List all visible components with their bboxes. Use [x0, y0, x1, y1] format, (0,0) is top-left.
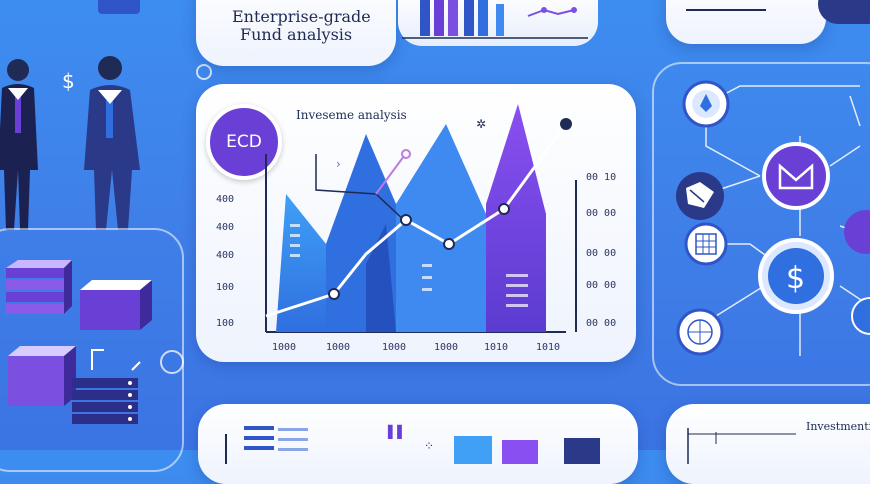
business-people-illustration: $ — [0, 40, 170, 240]
chart-pink-line — [375, 155, 405, 195]
trend-point — [400, 214, 412, 226]
x-tick: 1000 — [272, 342, 297, 353]
mini-bar — [448, 0, 458, 36]
chart-peak-4 — [486, 104, 546, 332]
right-tick: 00 00 — [586, 248, 617, 259]
chart-peak-3 — [396, 124, 486, 332]
heading-line-1: Enterprise-grade — [232, 7, 371, 26]
top-left-block — [98, 0, 140, 14]
trend-point — [560, 118, 572, 130]
left-tick: 100 — [216, 318, 235, 329]
right-tick: 00 10 — [586, 172, 617, 183]
map-pin-node — [682, 80, 730, 128]
chart-title: Inveseme analysis — [296, 108, 407, 122]
right-axis-ticks: 00 10 00 00 00 00 00 00 00 00 — [586, 172, 630, 332]
data-blocks-illustration — [0, 250, 170, 450]
investment-card: Investmenti — [666, 404, 870, 484]
x-tick: 1010 — [536, 342, 561, 353]
mini-bar — [420, 0, 430, 36]
chart-stripes — [290, 224, 528, 307]
chart-peak-5 — [366, 224, 396, 332]
globe-node — [676, 308, 724, 356]
ecd-badge: ECD — [206, 104, 282, 180]
mini-trend-line — [527, 8, 575, 17]
businessman-left-figure — [0, 59, 38, 230]
x-axis-ticks: 1000 1000 1000 1000 1010 1010 — [272, 342, 572, 356]
trend-point — [498, 203, 510, 215]
fund-analysis-heading: Enterprise-grade Fund analysis — [232, 8, 371, 44]
mini-bar — [464, 0, 474, 36]
top-right-card — [666, 0, 826, 44]
trend-point — [328, 288, 340, 300]
chart-dark-line — [315, 154, 407, 223]
fund-analysis-card: Enterprise-grade Fund analysis — [196, 0, 396, 66]
stacked-layers-icon — [6, 260, 72, 314]
svg-text:⁘: ⁘ — [424, 439, 434, 453]
grid-node — [684, 222, 728, 266]
right-edge-node — [844, 210, 870, 254]
left-tick: 400 — [216, 222, 235, 233]
investment-card-label: Investmenti — [806, 420, 870, 433]
left-tick: 100 — [216, 282, 235, 293]
dollar-node: $ — [758, 238, 834, 314]
x-tick: 1000 — [434, 342, 459, 353]
investment-analysis-card: ECD Inveseme analysis 400 400 400 100 10… — [196, 84, 636, 362]
left-axis-ticks: 400 400 400 100 100 — [216, 194, 240, 334]
bottom-center-graphics: ▌▌ ⁘ — [225, 424, 600, 464]
trend-point — [443, 238, 455, 250]
sun-icon: ✲ — [476, 117, 486, 131]
chart-peak-1 — [276, 194, 326, 332]
mini-bar-chart-card — [398, 0, 598, 46]
left-tick: 400 — [216, 194, 235, 205]
mini-bar — [434, 0, 444, 36]
bottom-center-card: ▌▌ ⁘ — [198, 404, 638, 484]
businessman-right-figure — [84, 56, 140, 230]
right-tick: 00 00 — [586, 318, 617, 329]
network-panel-outline — [652, 62, 870, 386]
network-diagram: $ — [676, 80, 870, 356]
list-block-icon — [72, 378, 138, 424]
x-tick: 1000 — [382, 342, 407, 353]
ecd-badge-label: ECD — [226, 132, 262, 152]
investment-card-lines — [687, 428, 796, 464]
heading-line-2: Fund analysis — [240, 25, 353, 44]
left-tick: 400 — [216, 250, 235, 261]
decor-ring-left — [160, 350, 184, 374]
mini-bar — [478, 0, 488, 36]
dollar-sign-icon: $ — [62, 69, 75, 93]
investment-chart: ✲ › — [265, 104, 577, 333]
right-small-node — [851, 297, 870, 335]
small-arrow-icon: › — [336, 157, 341, 171]
top-right-blob — [818, 0, 870, 24]
mini-bar — [496, 4, 504, 36]
decor-ring-top — [196, 64, 212, 80]
mail-node — [762, 142, 830, 210]
bottom-cube-icon — [8, 346, 76, 406]
top-right-lines — [686, 9, 766, 11]
right-tick: 00 00 — [586, 208, 617, 219]
x-tick: 1000 — [326, 342, 351, 353]
right-tick: 00 00 — [586, 280, 617, 291]
svg-text:▌▌: ▌▌ — [387, 424, 406, 439]
folder-node — [676, 172, 724, 220]
cube-icon — [80, 280, 152, 330]
dollar-node-icon: $ — [786, 261, 805, 296]
x-tick: 1010 — [484, 342, 509, 353]
